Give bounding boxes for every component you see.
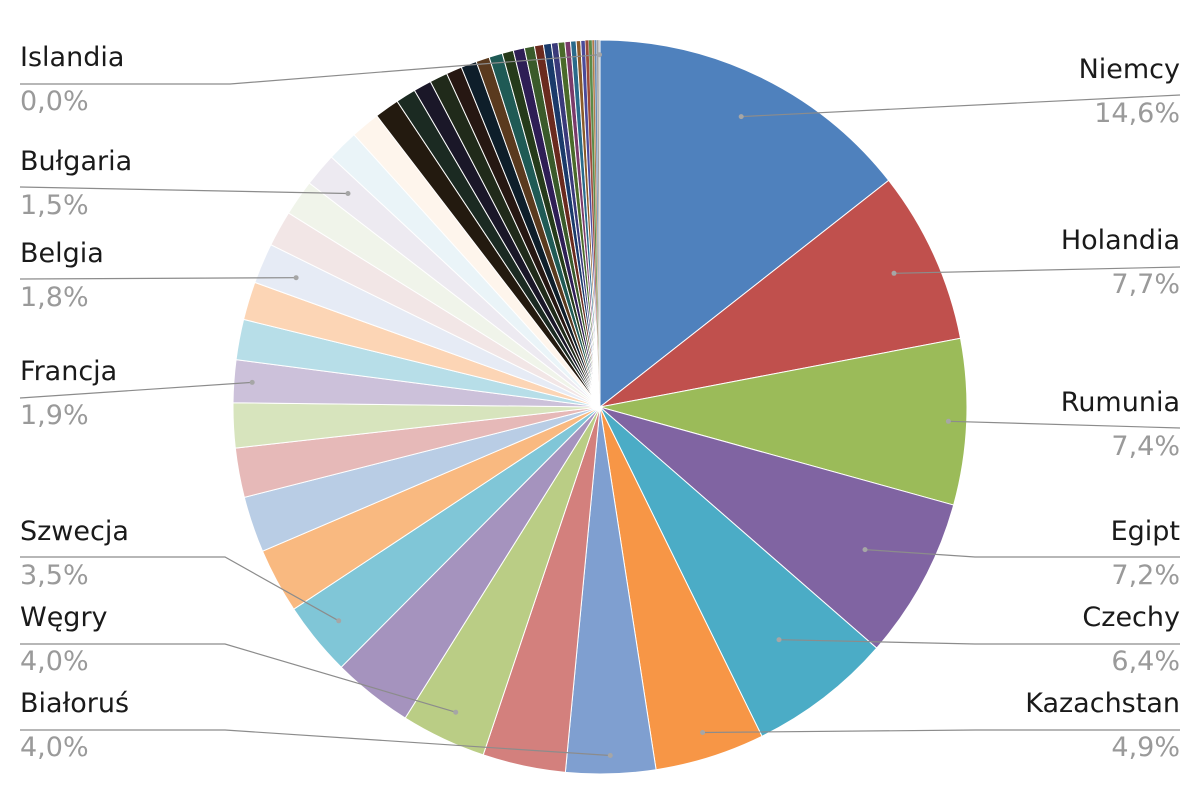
- label-name: Białoruś: [20, 688, 129, 719]
- label-name: Holandia: [1061, 225, 1180, 256]
- leader-dot: [776, 637, 782, 643]
- label-percent: 1,8%: [20, 282, 89, 313]
- pie-slice-holandia: [599, 179, 962, 408]
- pie-slices: [232, 39, 968, 775]
- label-percent: 4,0%: [20, 646, 89, 677]
- label-name: Egipt: [1111, 516, 1180, 547]
- label-wegry: Węgry 4,0%: [20, 602, 108, 677]
- leader-dot: [862, 547, 868, 553]
- label-name: Islandia: [20, 42, 124, 73]
- label-percent: 4,0%: [20, 732, 89, 763]
- leader-line: [948, 420, 1181, 429]
- label-name: Węgry: [20, 602, 108, 633]
- leader-dot: [293, 275, 299, 281]
- leader-line: [20, 643, 456, 713]
- label-name: Czechy: [1082, 602, 1180, 633]
- label-name: Szwecja: [20, 516, 129, 547]
- label-bulgaria: Bułgaria 1,5%: [20, 146, 132, 221]
- label-belgia: Belgia 1,8%: [20, 238, 104, 313]
- label-percent: 4,9%: [1111, 732, 1180, 763]
- label-bialorus: Białoruś 4,0%: [20, 688, 129, 763]
- label-percent: 3,5%: [20, 560, 89, 591]
- leader-dot: [945, 418, 951, 424]
- label-percent: 0,0%: [20, 86, 89, 117]
- leader-dot: [738, 114, 744, 120]
- label-egipt: Egipt 7,2%: [1111, 516, 1180, 591]
- label-holandia: Holandia 7,7%: [1061, 225, 1180, 300]
- leader-line: [19, 381, 253, 399]
- leader-dot: [453, 709, 459, 715]
- label-percent: 6,4%: [1111, 646, 1180, 677]
- label-name: Niemcy: [1079, 54, 1180, 85]
- leader-dot: [891, 270, 897, 276]
- pie-slice-islandia: [598, 39, 601, 408]
- leader-dot: [597, 52, 602, 58]
- leader-line: [19, 186, 349, 195]
- label-islandia: Islandia 0,0%: [20, 42, 124, 117]
- leader-line: [778, 639, 1180, 645]
- leader-dot: [345, 191, 351, 196]
- label-name: Belgia: [20, 238, 104, 269]
- label-name: Francja: [20, 356, 117, 387]
- label-percent: 1,5%: [20, 190, 89, 221]
- leader-line: [741, 94, 1181, 118]
- label-percent: 14,6%: [1094, 98, 1180, 129]
- leader-line: [19, 277, 297, 280]
- label-percent: 1,9%: [20, 400, 89, 431]
- label-percent: 7,2%: [1111, 560, 1180, 591]
- label-name: Rumunia: [1061, 387, 1180, 418]
- pie-slice-czechy: [599, 406, 878, 737]
- label-szwecja: Szwecja 3,5%: [20, 516, 129, 591]
- label-percent: 7,4%: [1111, 431, 1180, 462]
- leader-line: [702, 729, 1180, 734]
- leader-dot: [700, 730, 706, 735]
- label-name: Kazachstan: [1025, 688, 1180, 719]
- leader-dot: [607, 753, 613, 758]
- leader-lines: [19, 52, 1181, 758]
- label-czechy: Czechy 6,4%: [1082, 602, 1180, 677]
- leader-dot: [336, 618, 342, 624]
- label-name: Bułgaria: [20, 146, 132, 177]
- leader-line: [20, 729, 611, 757]
- label-niemcy: Niemcy 14,6%: [1079, 54, 1180, 129]
- pie-slice-niemcy: [599, 39, 890, 409]
- leader-line: [20, 556, 339, 622]
- leader-line: [864, 549, 1180, 558]
- label-francja: Francja 1,9%: [20, 356, 117, 431]
- leader-line: [893, 266, 1181, 274]
- leader-dot: [249, 379, 255, 385]
- label-percent: 7,7%: [1111, 269, 1180, 300]
- leader-line: [20, 54, 600, 85]
- label-rumunia: Rumunia 7,4%: [1061, 387, 1180, 462]
- label-kazachstan: Kazachstan 4,9%: [1025, 688, 1180, 763]
